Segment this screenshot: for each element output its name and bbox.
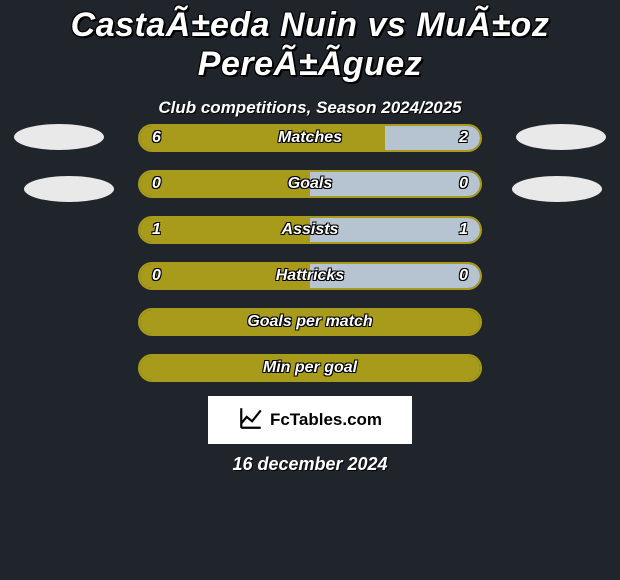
stat-fill-left [140,126,385,150]
fctables-logo[interactable]: FcTables.com [208,396,412,444]
logo-text: FcTables.com [270,410,382,430]
page-title: CastaÃ±eda Nuin vs MuÃ±oz PereÃ±Ãguez [0,0,620,84]
right-badge-1 [516,124,606,150]
stat-fill-left [140,218,310,242]
stat-fill-right [385,126,480,150]
date-label: 16 december 2024 [0,454,620,475]
left-badge-2 [24,176,114,202]
stat-fill-left [140,264,310,288]
stat-row: 11Assists [138,216,482,244]
right-badge-2 [512,176,602,202]
stat-fill-left [140,172,310,196]
left-badge-1 [14,124,104,150]
chart-icon [238,405,264,436]
stat-row: 62Matches [138,124,482,152]
stat-row: 00Goals [138,170,482,198]
stat-fill-right [310,218,480,242]
subtitle: Club competitions, Season 2024/2025 [0,98,620,118]
stat-fill-right [310,172,480,196]
stat-fill-right [310,264,480,288]
stat-fill-left [140,356,480,380]
stat-row: 00Hattricks [138,262,482,290]
stat-row: Min per goal [138,354,482,382]
stat-row: Goals per match [138,308,482,336]
stat-fill-left [140,310,480,334]
